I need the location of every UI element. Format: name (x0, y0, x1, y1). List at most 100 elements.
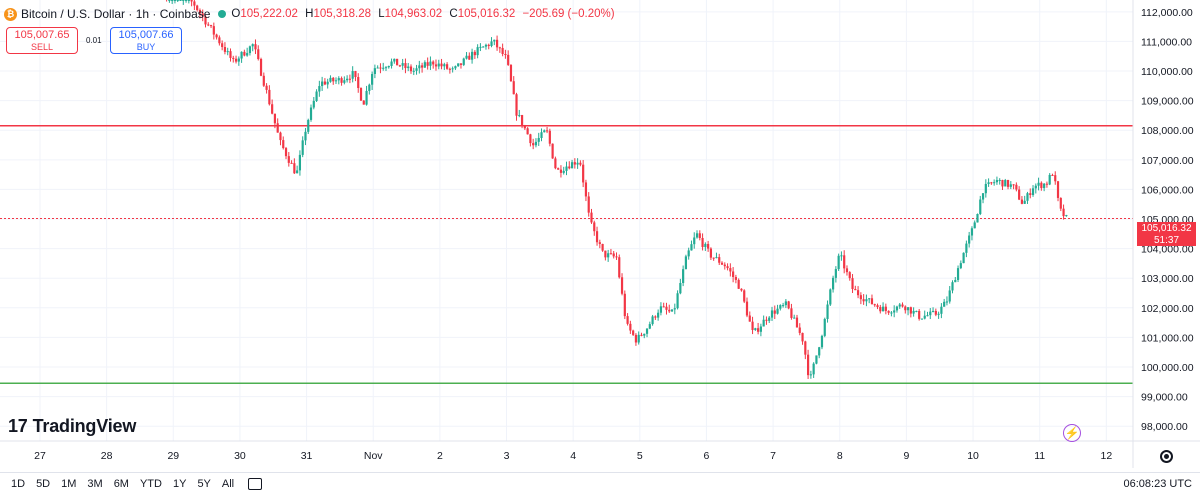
price-tick-label: 98,000.00 (1141, 421, 1188, 433)
candle-body (426, 62, 429, 66)
buy-button[interactable]: 105,007.66 BUY (110, 27, 182, 54)
tradingview-logo-text: TradingView (32, 416, 137, 436)
candle-body (826, 304, 829, 319)
timeframe-1m[interactable]: 1M (61, 477, 77, 490)
candlestick-chart[interactable]: 112,000.00 111,000.00 110,000.00 109,000.00… (0, 0, 1200, 472)
timeframe-1y[interactable]: 1Y (172, 477, 187, 490)
candle-body (429, 61, 432, 66)
candle-body (943, 301, 946, 307)
candle-body (248, 46, 252, 54)
candle-body (1037, 182, 1040, 186)
candle-body (623, 293, 626, 317)
timeframe-all[interactable]: All (221, 477, 235, 490)
candle-body (457, 63, 460, 67)
timeframe-ytd[interactable]: YTD (139, 477, 162, 490)
calendar-icon[interactable] (248, 477, 263, 490)
symbol-title[interactable]: Bitcoin / U.S. Dollar · 1h · Coinbase (21, 7, 211, 21)
candle-body (537, 137, 540, 142)
candle-body (243, 51, 246, 56)
candle-body (993, 182, 996, 184)
timeframe-6m[interactable]: 6M (113, 477, 129, 490)
candle-body (912, 310, 915, 314)
candle-body (676, 293, 679, 309)
candle-body (357, 77, 360, 89)
candle-body (382, 67, 385, 69)
candle-body (1026, 193, 1029, 201)
sell-button[interactable]: 105,007.65 SELL (6, 27, 78, 54)
candle-body (451, 68, 454, 70)
chart-grid (0, 0, 1133, 441)
candle-body (409, 66, 413, 72)
timeframe-1d[interactable]: 1D (11, 477, 26, 490)
candle-body (240, 51, 243, 59)
candle-body (1018, 189, 1021, 200)
candle-body (743, 290, 746, 302)
bottom-toolbar: 1D 5D 1M 3M 6M YTD 1Y 5Y All 06:08:23 UT… (0, 472, 1200, 494)
candle-body (515, 94, 518, 116)
candle-body (462, 58, 465, 65)
bitcoin-icon: ₿ (4, 7, 17, 21)
candle-body (246, 53, 249, 56)
spread-value: 0.01 (86, 36, 102, 45)
candle-body (562, 170, 565, 173)
candle-body (687, 250, 690, 257)
time-tick-label: 27 (34, 450, 46, 462)
candle-body (898, 304, 901, 307)
gear-icon[interactable] (1160, 450, 1173, 463)
candle-body (432, 61, 435, 65)
candle-body (334, 80, 338, 82)
tradingview-logo[interactable]: 17 TradingView (8, 416, 136, 437)
candle-body (893, 310, 896, 313)
candle-body (557, 168, 560, 170)
candle-body (265, 85, 268, 90)
candle-body (776, 308, 779, 314)
candle-body (804, 341, 807, 355)
candle-body (712, 257, 715, 259)
timeframe-3m[interactable]: 3M (87, 477, 103, 490)
candle-body (843, 255, 846, 269)
price-tick-label: 103,000.00 (1141, 273, 1194, 285)
time-tick-label: 8 (837, 450, 843, 462)
candle-body (962, 252, 965, 264)
candle-body (326, 81, 329, 85)
candle-body (604, 250, 607, 258)
candle-body (570, 162, 574, 169)
candle-body (1009, 184, 1012, 187)
candle-body (273, 113, 277, 124)
candle-body (223, 46, 227, 52)
candle-body (784, 301, 787, 306)
sell-label: SELL (30, 42, 54, 52)
candle-body (251, 44, 254, 47)
timeframe-5d[interactable]: 5D (36, 477, 51, 490)
candle-body (737, 279, 740, 289)
candle-body (759, 326, 762, 332)
time-axis[interactable]: 27 28 29 30 31 Nov 2 3 4 5 6 7 8 9 10 11 12 (0, 440, 1200, 462)
candle-body (887, 310, 890, 313)
clock-time[interactable]: 06:08:23 UTC (1123, 478, 1192, 490)
candle-body (198, 10, 202, 14)
price-axis[interactable]: 112,000.00 111,000.00 110,000.00 109,000.00… (1132, 0, 1194, 468)
timeframe-5y[interactable]: 5Y (197, 477, 211, 490)
candle-body (226, 51, 229, 53)
candle-body (979, 199, 982, 215)
candle-body (384, 67, 388, 69)
candle-body (323, 81, 327, 85)
candle-body (573, 162, 576, 165)
last-price-value: 105,016.32 (1141, 223, 1192, 234)
candle-body (1059, 197, 1062, 209)
candle-body (187, 0, 190, 1)
candle-body (293, 163, 296, 174)
candle-body (729, 268, 732, 272)
candle-body (601, 243, 604, 251)
candle-body (540, 132, 543, 138)
candle-body (679, 283, 682, 294)
lightning-icon[interactable]: ⚡ (1063, 424, 1081, 442)
buy-label: BUY (136, 42, 156, 52)
price-tick-label: 111,000.00 (1141, 36, 1192, 48)
candle-body (645, 328, 649, 334)
candle-body (276, 123, 279, 133)
candle-body (512, 81, 515, 95)
candle-body (1062, 208, 1065, 217)
candle-body (723, 264, 726, 267)
candle-body (1056, 181, 1060, 198)
